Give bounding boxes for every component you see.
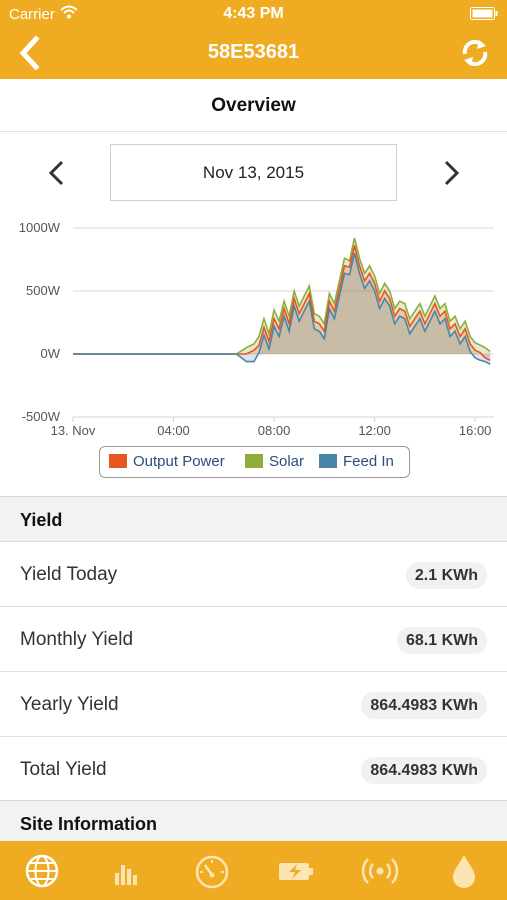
broadcast-icon[interactable] bbox=[360, 851, 400, 891]
solar-line bbox=[73, 237, 491, 355]
x-tick-label: 13. Nov bbox=[51, 423, 96, 438]
status-time: 4:43 PM bbox=[223, 5, 284, 22]
x-tick-label: 12:00 bbox=[358, 423, 391, 438]
legend-swatch bbox=[109, 454, 127, 468]
row-label: Total Yield bbox=[20, 759, 107, 780]
x-tick-label: 16:00 bbox=[459, 423, 492, 438]
monthly-yield-row[interactable]: Monthly Yield 68.1 KWh bbox=[0, 607, 507, 672]
legend-solar[interactable]: Solar bbox=[245, 447, 304, 477]
chart-legend: Output Power Solar Feed In bbox=[99, 446, 410, 478]
chevron-right-icon[interactable] bbox=[438, 158, 464, 188]
y-tick-label: 500W bbox=[26, 283, 61, 298]
refresh-icon[interactable] bbox=[459, 37, 491, 69]
tab-bar bbox=[0, 841, 507, 900]
yield-today-row[interactable]: Yield Today 2.1 KWh bbox=[0, 542, 507, 607]
x-tick-label: 08:00 bbox=[258, 423, 291, 438]
feed-in-area bbox=[73, 253, 491, 365]
output-power-area bbox=[73, 245, 491, 361]
row-label: Yearly Yield bbox=[20, 694, 119, 715]
y-tick-label: -500W bbox=[22, 409, 61, 424]
legend-swatch bbox=[245, 454, 263, 468]
site-information-header: Site Information bbox=[0, 800, 507, 841]
legend-label: Solar bbox=[269, 453, 305, 470]
y-tick-label: 0W bbox=[41, 346, 61, 361]
app-header: Carrier 4:43 PM 58E53681 bbox=[0, 0, 507, 79]
nav-bar: 58E53681 bbox=[0, 28, 507, 79]
y-tick-label: 1000W bbox=[19, 220, 61, 235]
device-title: 58E53681 bbox=[207, 41, 300, 63]
legend-label: Feed In bbox=[343, 453, 394, 470]
total-yield-row[interactable]: Total Yield 864.4983 KWh bbox=[0, 737, 507, 802]
row-value: 864.4983 KWh bbox=[361, 692, 487, 719]
wifi-icon bbox=[60, 5, 78, 19]
output-power-line bbox=[73, 245, 491, 362]
legend-swatch bbox=[319, 454, 337, 468]
globe-icon[interactable] bbox=[22, 851, 62, 891]
battery-charging-icon[interactable] bbox=[276, 851, 316, 891]
water-drop-icon[interactable] bbox=[444, 851, 484, 891]
row-label: Monthly Yield bbox=[20, 629, 134, 650]
bar-chart-icon[interactable] bbox=[107, 851, 147, 891]
legend-label: Output Power bbox=[133, 453, 225, 470]
row-value: 2.1 KWh bbox=[405, 562, 487, 589]
row-value: 68.1 KWh bbox=[396, 627, 487, 654]
battery-icon bbox=[470, 7, 498, 20]
date-display[interactable]: Nov 13, 2015 bbox=[110, 144, 397, 201]
carrier-label: Carrier bbox=[9, 6, 55, 23]
date-picker: Nov 13, 2015 bbox=[0, 144, 507, 201]
overview-title: Overview bbox=[0, 79, 507, 132]
feed-in-line bbox=[73, 253, 491, 365]
legend-output-power[interactable]: Output Power bbox=[109, 447, 225, 477]
gauge-icon[interactable] bbox=[192, 851, 232, 891]
solar-area bbox=[73, 238, 491, 354]
chevron-left-icon[interactable] bbox=[14, 36, 48, 70]
x-tick-label: 04:00 bbox=[157, 423, 190, 438]
yield-section-header: Yield bbox=[0, 496, 507, 542]
legend-feed-in[interactable]: Feed In bbox=[319, 447, 394, 477]
yearly-yield-row[interactable]: Yearly Yield 864.4983 KWh bbox=[0, 672, 507, 737]
row-label: Yield Today bbox=[20, 564, 118, 585]
chevron-left-icon[interactable] bbox=[44, 158, 70, 188]
status-bar: Carrier 4:43 PM bbox=[0, 0, 507, 28]
row-value: 864.4983 KWh bbox=[361, 757, 487, 784]
